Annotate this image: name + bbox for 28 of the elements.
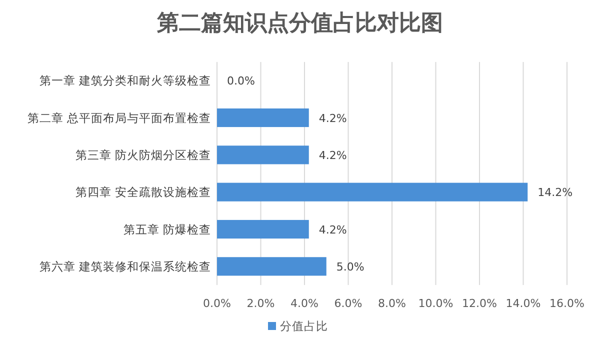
x-tick-label: 2.0% <box>246 297 275 310</box>
bar <box>217 257 326 276</box>
x-tick-label: 4.0% <box>290 297 318 310</box>
x-tick-label: 10.0% <box>418 297 454 310</box>
chart-title: 第二篇知识点分值占比对比图 <box>156 11 443 36</box>
x-tick-label: 6.0% <box>334 297 362 310</box>
x-tick-label: 14.0% <box>506 297 541 310</box>
bar <box>217 146 309 164</box>
bar <box>217 220 309 239</box>
legend-label: 分值占比 <box>280 319 328 333</box>
data-label: 0.0% <box>227 74 255 88</box>
data-label: 14.2% <box>538 186 573 200</box>
x-tick-label: 16.0% <box>550 297 584 310</box>
data-label: 4.2% <box>318 112 347 125</box>
x-tick-label: 12.0% <box>462 297 497 310</box>
y-tick-label: 第六章 建筑装修和保温系统检查 <box>39 259 211 274</box>
y-tick-label: 第五章 防爆检查 <box>123 222 211 236</box>
data-label: 4.2% <box>318 148 347 162</box>
x-tick-label: 0.0% <box>203 297 231 310</box>
y-tick-label: 第三章 防火防烟分区检查 <box>75 148 211 162</box>
y-tick-label: 第四章 安全疏散设施检查 <box>75 185 211 200</box>
y-tick-label: 第二章 总平面布局与平面布置检查 <box>27 110 211 125</box>
data-label: 4.2% <box>318 223 347 236</box>
y-tick-label: 第一章 建筑分类和耐火等级检查 <box>39 74 211 88</box>
bar <box>217 108 309 128</box>
x-tick-label: 8.0% <box>378 297 406 310</box>
data-label: 5.0% <box>336 260 364 274</box>
bar <box>217 182 528 202</box>
